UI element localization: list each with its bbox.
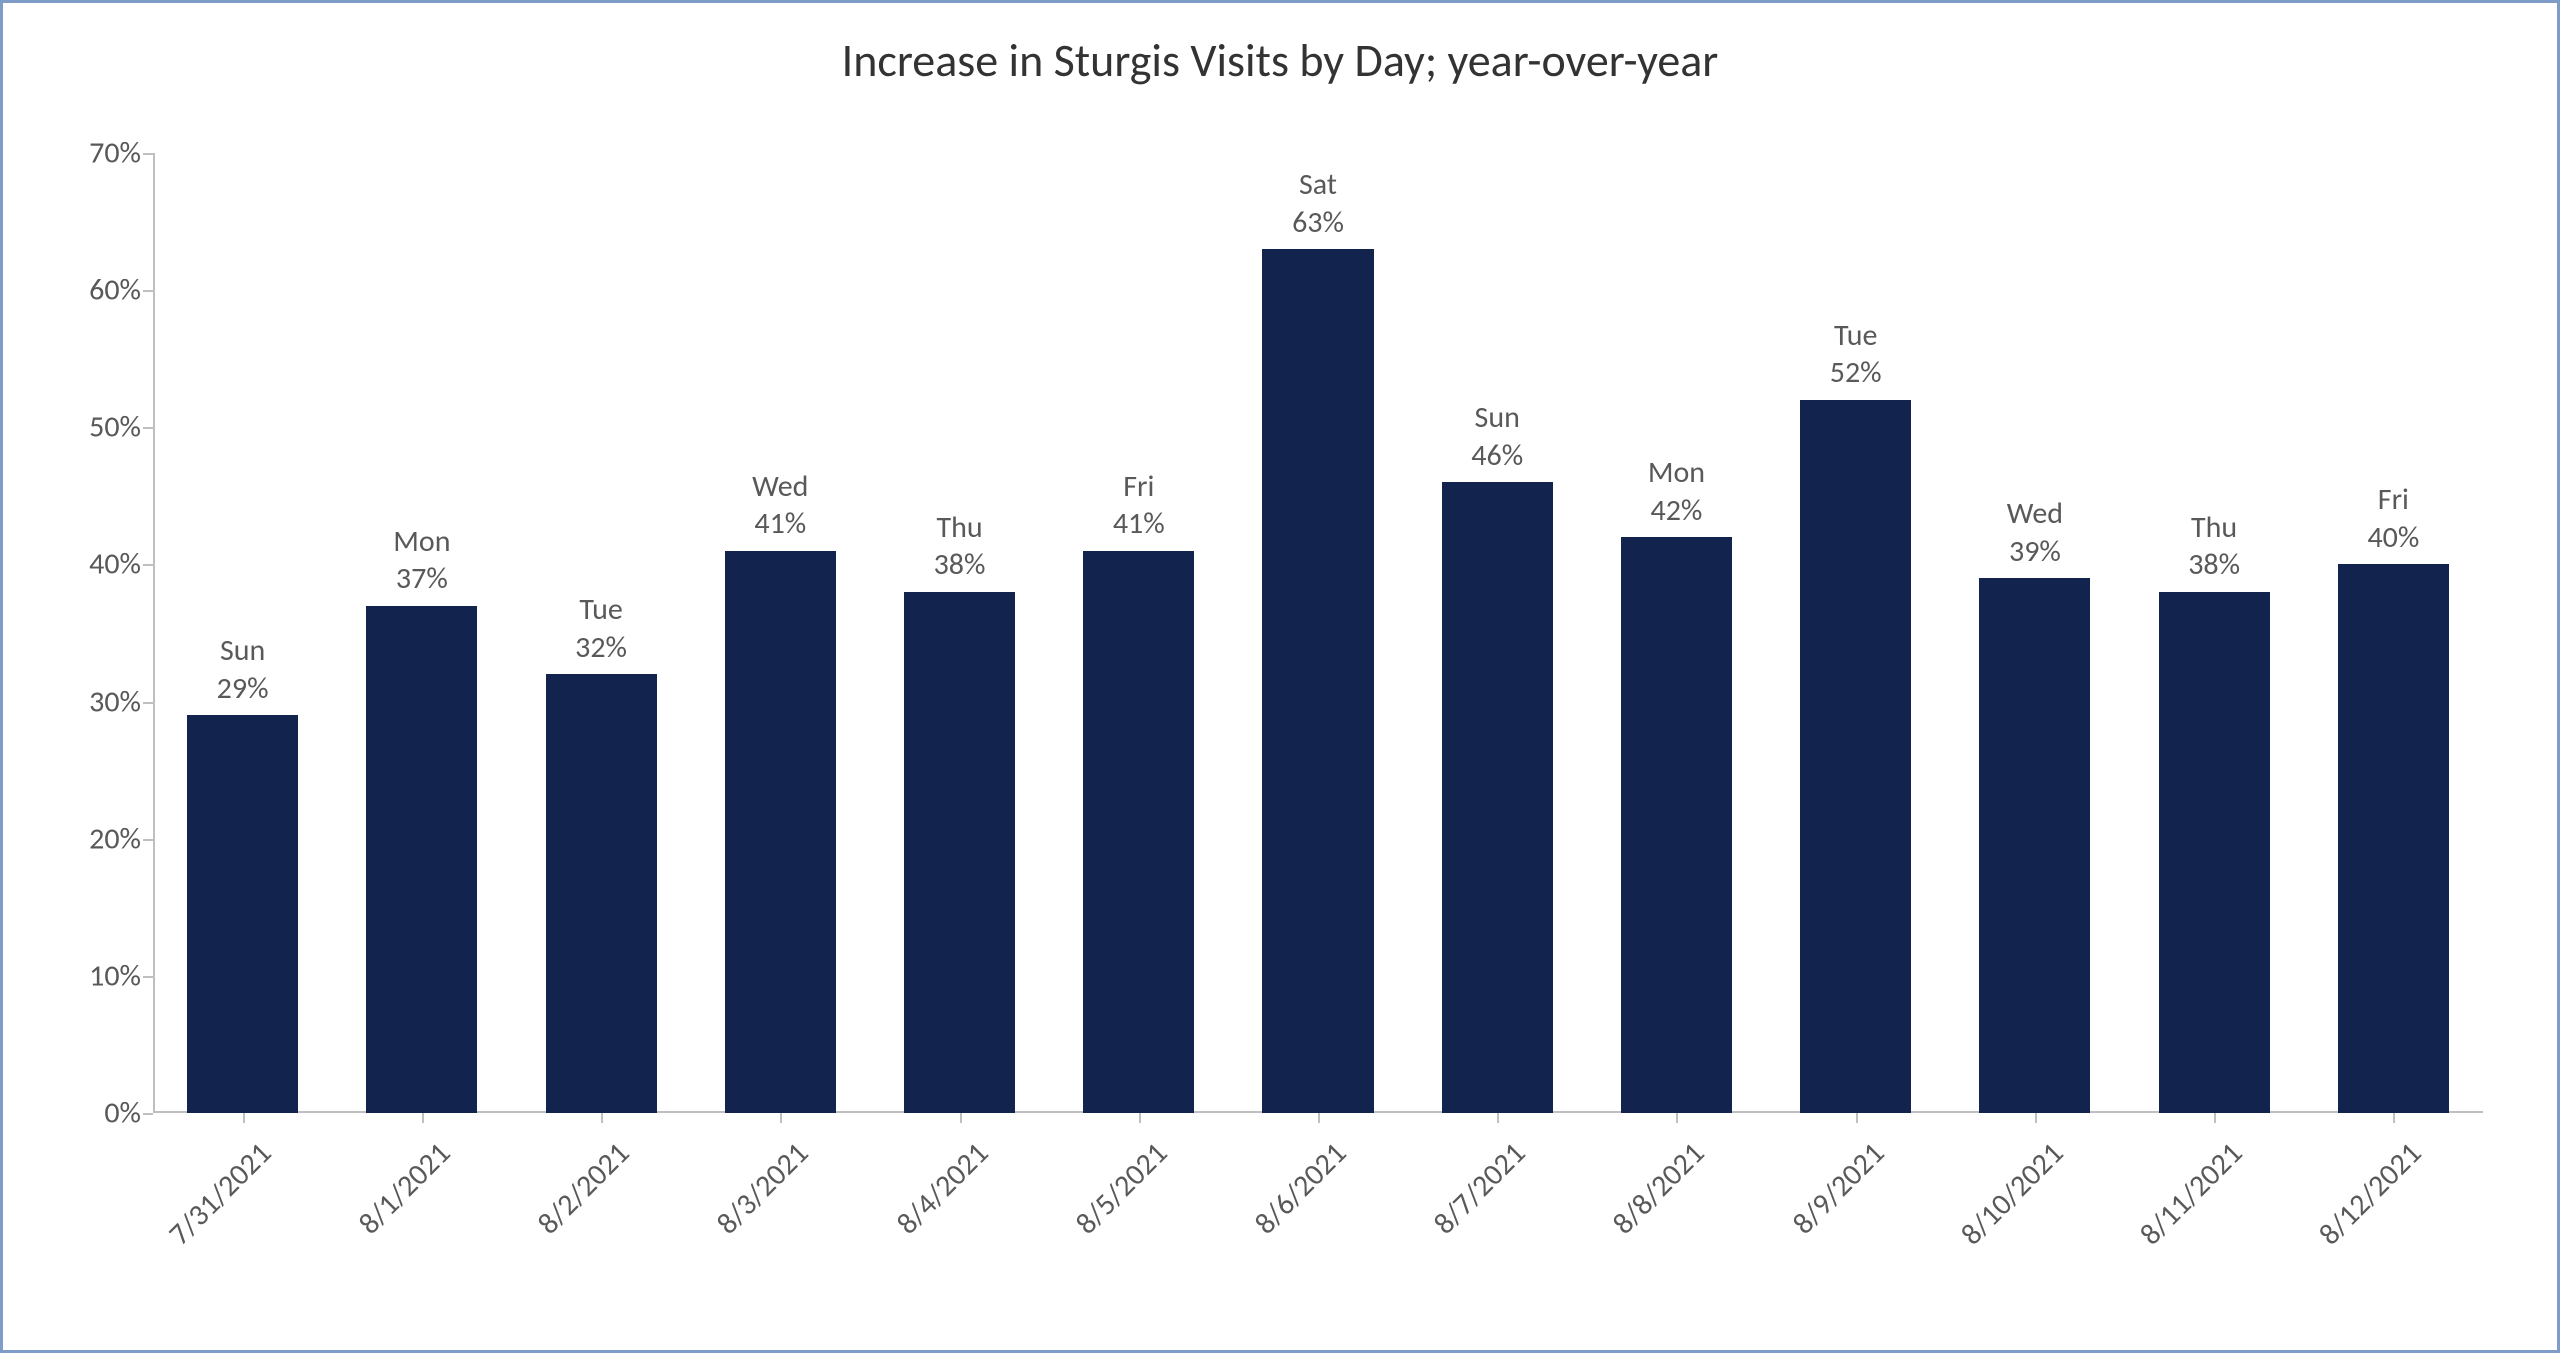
- bar-value-label: 38%: [2188, 546, 2240, 583]
- bar-value-label: 63%: [1292, 204, 1344, 241]
- bar: [725, 551, 836, 1113]
- bar-data-label: Sat63%: [1292, 166, 1344, 241]
- bar-value-label: 42%: [1651, 492, 1703, 529]
- x-tick-label: 8/12/2021: [2276, 1135, 2429, 1288]
- x-tick-mark: [1497, 1113, 1499, 1123]
- x-tick-label: 7/31/2021: [125, 1135, 278, 1288]
- bar-day-label: Sun: [220, 632, 265, 669]
- plot-area: 0%10%20%30%40%50%60%70%Sun29%7/31/2021Mo…: [153, 153, 2483, 1113]
- bar-day-label: Sat: [1299, 166, 1337, 203]
- y-tick-mark: [143, 976, 153, 978]
- x-tick-label: 8/10/2021: [1918, 1135, 2071, 1288]
- bar-data-label: Mon37%: [393, 523, 450, 598]
- bar: [1800, 400, 1911, 1113]
- bar-day-label: Tue: [579, 591, 622, 628]
- x-tick-label: 8/6/2021: [1201, 1135, 1354, 1288]
- bar-value-label: 39%: [2009, 533, 2061, 570]
- bar: [2338, 564, 2449, 1113]
- x-tick-label: 8/8/2021: [1559, 1135, 1712, 1288]
- bar: [1083, 551, 1194, 1113]
- bar: [904, 592, 1015, 1113]
- y-tick-mark: [143, 427, 153, 429]
- x-tick-mark: [243, 1113, 245, 1123]
- bar-data-label: Fri40%: [2367, 481, 2419, 556]
- bar-day-label: Thu: [2191, 509, 2237, 546]
- bar: [187, 715, 298, 1113]
- bar-day-label: Thu: [936, 509, 982, 546]
- bar-data-label: Thu38%: [2188, 509, 2240, 584]
- y-tick-mark: [143, 564, 153, 566]
- bar-value-label: 38%: [934, 546, 986, 583]
- bar-value-label: 37%: [396, 560, 448, 597]
- bar: [1262, 249, 1373, 1113]
- bar-value-label: 46%: [1471, 437, 1523, 474]
- x-tick-label: 8/3/2021: [663, 1135, 816, 1288]
- y-tick-mark: [143, 839, 153, 841]
- x-tick-label: 8/11/2021: [2097, 1135, 2250, 1288]
- x-tick-label: 8/2/2021: [484, 1135, 637, 1288]
- bar: [1979, 578, 2090, 1113]
- x-tick-mark: [422, 1113, 424, 1123]
- y-tick-mark: [143, 1113, 153, 1115]
- bar-day-label: Wed: [2007, 495, 2063, 532]
- x-tick-mark: [960, 1113, 962, 1123]
- bar: [2159, 592, 2270, 1113]
- x-tick-label: 8/7/2021: [1380, 1135, 1533, 1288]
- bar-day-label: Mon: [1648, 454, 1705, 491]
- x-tick-mark: [1676, 1113, 1678, 1123]
- bar-data-label: Tue52%: [1830, 317, 1882, 392]
- x-tick-mark: [2393, 1113, 2395, 1123]
- x-tick-mark: [2035, 1113, 2037, 1123]
- chart-title: Increase in Sturgis Visits by Day; year-…: [33, 33, 2527, 89]
- bar-data-label: Sun46%: [1471, 399, 1523, 474]
- bar-day-label: Tue: [1834, 317, 1877, 354]
- x-tick-mark: [2214, 1113, 2216, 1123]
- bar-data-label: Wed41%: [752, 468, 808, 543]
- y-tick-mark: [143, 702, 153, 704]
- bar-day-label: Sun: [1475, 399, 1520, 436]
- x-tick-label: 8/4/2021: [842, 1135, 995, 1288]
- y-tick-mark: [143, 290, 153, 292]
- bar: [1442, 482, 1553, 1113]
- bar-day-label: Fri: [1123, 468, 1154, 505]
- x-tick-mark: [1318, 1113, 1320, 1123]
- x-tick-label: 8/1/2021: [305, 1135, 458, 1288]
- y-tick-mark: [143, 153, 153, 155]
- bar-value-label: 41%: [1113, 505, 1165, 542]
- bar: [1621, 537, 1732, 1113]
- x-tick-mark: [1856, 1113, 1858, 1123]
- bar-data-label: Sun29%: [217, 632, 269, 707]
- bar-data-label: Tue32%: [575, 591, 627, 666]
- x-tick-mark: [1139, 1113, 1141, 1123]
- bar-data-label: Mon42%: [1648, 454, 1705, 529]
- bar: [546, 674, 657, 1113]
- bar-data-label: Thu38%: [934, 509, 986, 584]
- bar: [366, 606, 477, 1113]
- bar-data-label: Fri41%: [1113, 468, 1165, 543]
- bar-day-label: Fri: [2378, 481, 2409, 518]
- bar-value-label: 41%: [754, 505, 806, 542]
- bar-value-label: 52%: [1830, 354, 1882, 391]
- bar-value-label: 32%: [575, 629, 627, 666]
- bar-data-label: Wed39%: [2007, 495, 2063, 570]
- x-tick-mark: [780, 1113, 782, 1123]
- x-tick-mark: [601, 1113, 603, 1123]
- bar-day-label: Mon: [393, 523, 450, 560]
- chart-frame: Increase in Sturgis Visits by Day; year-…: [0, 0, 2560, 1353]
- bar-value-label: 40%: [2367, 519, 2419, 556]
- x-tick-label: 8/9/2021: [1738, 1135, 1891, 1288]
- bar-value-label: 29%: [217, 670, 269, 707]
- bar-day-label: Wed: [752, 468, 808, 505]
- x-tick-label: 8/5/2021: [1021, 1135, 1174, 1288]
